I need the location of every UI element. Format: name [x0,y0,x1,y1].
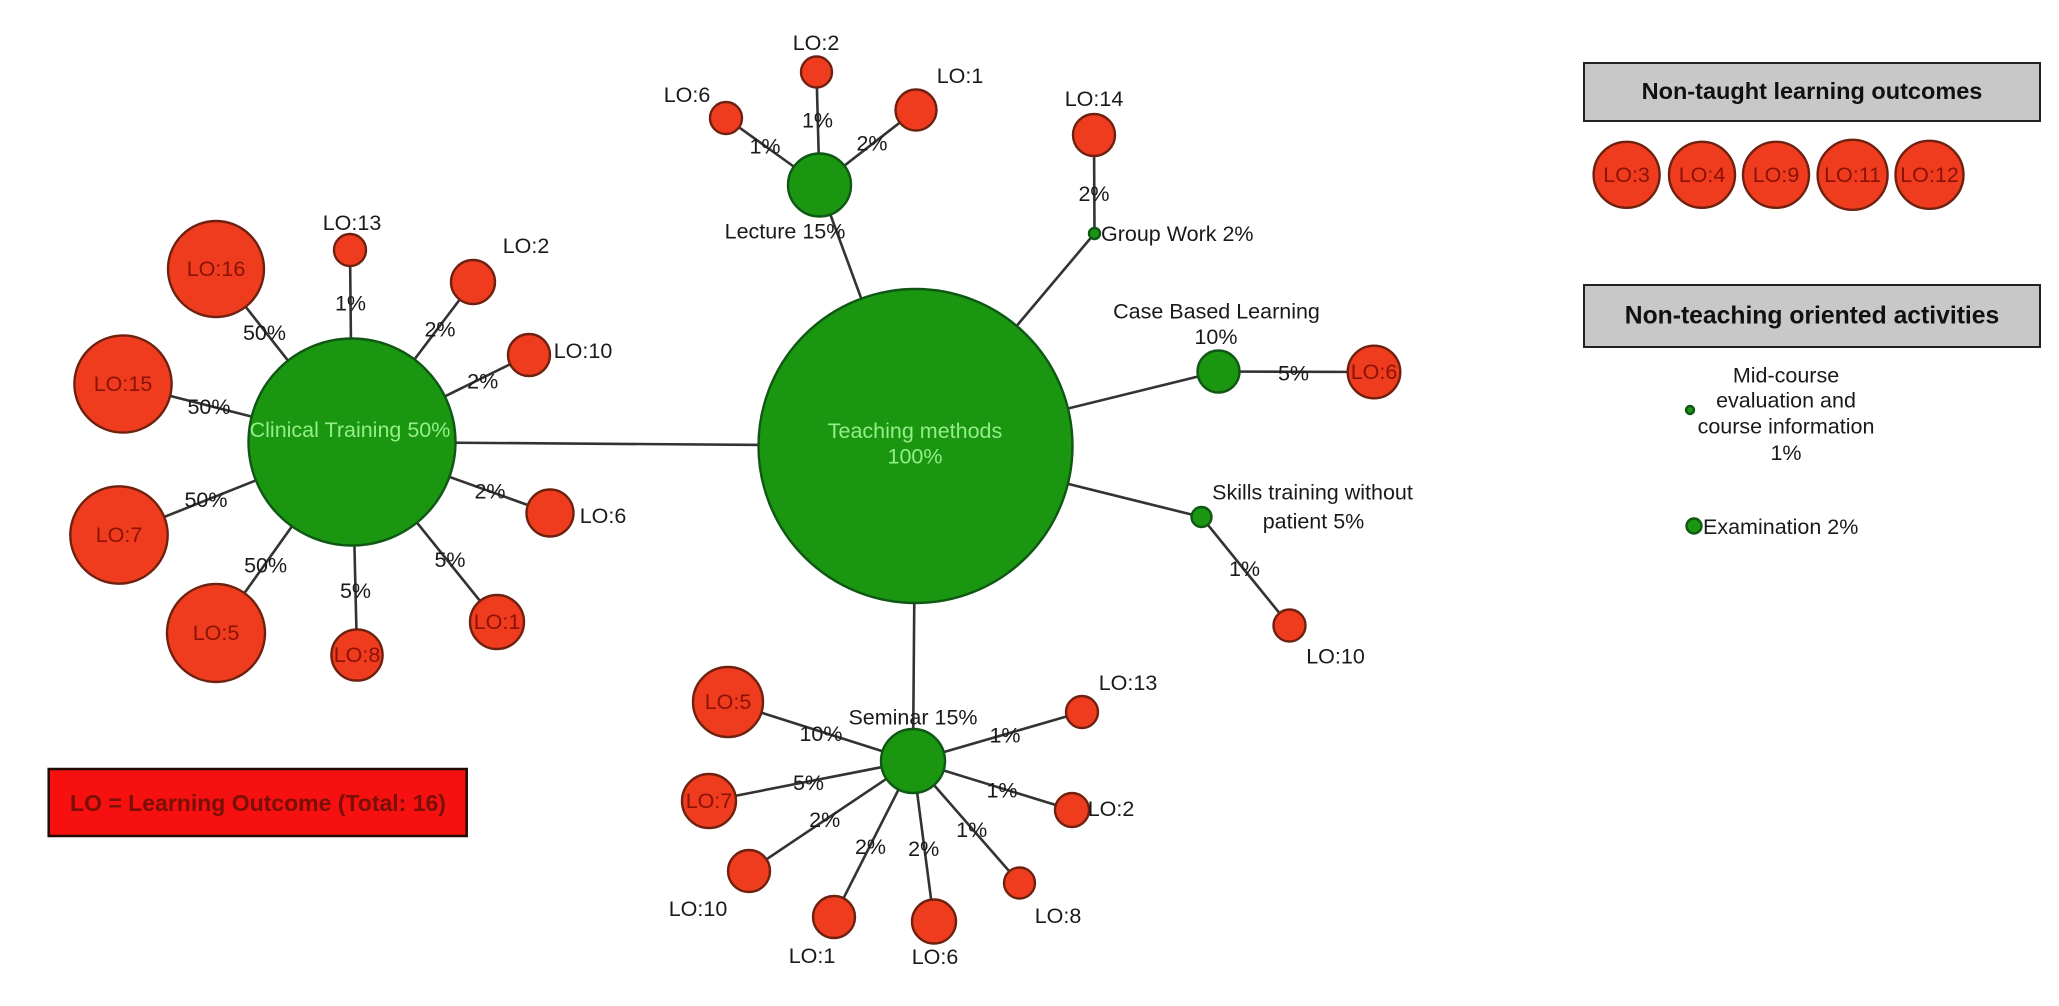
svg-text:1%: 1% [335,292,366,316]
svg-text:2%: 2% [1078,182,1109,206]
svg-text:evaluation and: evaluation and [1716,388,1856,412]
svg-text:2%: 2% [908,837,939,861]
svg-text:5%: 5% [340,579,371,603]
svg-text:Examination 2%: Examination 2% [1703,515,1858,539]
svg-text:5%: 5% [1278,362,1309,386]
svg-text:100%: 100% [888,445,943,469]
svg-text:patient 5%: patient 5% [1263,510,1365,534]
svg-text:LO:7: LO:7 [686,789,733,813]
svg-text:LO:1: LO:1 [474,610,521,634]
svg-text:2%: 2% [474,480,505,504]
svg-text:5%: 5% [793,771,824,795]
svg-text:LO:13: LO:13 [323,211,382,235]
svg-text:10%: 10% [799,722,842,746]
svg-text:LO:14: LO:14 [1065,87,1124,111]
svg-text:Mid-course: Mid-course [1733,364,1839,388]
svg-text:LO:12: LO:12 [1900,163,1959,187]
svg-text:1%: 1% [986,779,1017,803]
svg-text:LO = Learning Outcome (Total:: LO = Learning Outcome (Total: 16) [70,790,446,816]
svg-text:LO:10: LO:10 [669,897,728,921]
svg-text:Lecture 15%: Lecture 15% [725,220,846,244]
svg-text:LO:5: LO:5 [193,621,240,645]
svg-text:LO:13: LO:13 [1099,671,1158,695]
svg-text:LO:6: LO:6 [1351,360,1398,384]
svg-text:Teaching methods: Teaching methods [828,419,1003,443]
svg-text:Non-taught learning outcomes: Non-taught learning outcomes [1642,78,1983,104]
svg-text:LO:6: LO:6 [912,945,959,969]
svg-text:1%: 1% [802,109,833,133]
svg-text:course information: course information [1698,415,1875,439]
svg-text:5%: 5% [434,548,465,572]
svg-text:50%: 50% [187,395,230,419]
svg-text:LO:5: LO:5 [705,690,752,714]
svg-text:50%: 50% [244,554,287,578]
svg-text:LO:7: LO:7 [96,523,143,547]
svg-text:LO:6: LO:6 [664,83,711,107]
svg-text:50%: 50% [184,488,227,512]
svg-text:LO:1: LO:1 [789,944,836,968]
svg-text:Clinical Training 50%: Clinical Training 50% [250,418,451,442]
svg-text:Case Based Learning: Case Based Learning [1113,300,1320,324]
svg-text:2%: 2% [856,132,887,156]
svg-text:1%: 1% [1229,557,1260,581]
svg-text:2%: 2% [424,317,455,341]
svg-text:2%: 2% [855,835,886,859]
svg-text:Non-teaching oriented activiti: Non-teaching oriented activities [1625,303,2000,330]
svg-text:50%: 50% [243,321,286,345]
svg-text:LO:10: LO:10 [554,339,613,363]
svg-text:LO:15: LO:15 [94,372,153,396]
svg-text:1%: 1% [956,818,987,842]
svg-text:2%: 2% [467,369,498,393]
svg-text:Seminar 15%: Seminar 15% [848,706,977,730]
svg-text:LO:8: LO:8 [334,643,381,667]
svg-text:LO:2: LO:2 [793,31,840,55]
svg-text:1%: 1% [749,135,780,159]
svg-text:LO:1: LO:1 [937,64,984,88]
svg-text:LO:16: LO:16 [187,257,246,281]
svg-text:LO:4: LO:4 [1679,163,1726,187]
svg-text:LO:9: LO:9 [1753,163,1800,187]
svg-text:LO:10: LO:10 [1306,645,1365,669]
svg-text:LO:8: LO:8 [1035,904,1082,928]
svg-text:LO:3: LO:3 [1603,163,1650,187]
svg-text:2%: 2% [809,808,840,832]
svg-text:1%: 1% [989,724,1020,748]
svg-text:LO:2: LO:2 [503,234,550,258]
svg-text:Group Work 2%: Group Work 2% [1101,222,1254,246]
svg-text:1%: 1% [1770,441,1801,465]
svg-text:LO:11: LO:11 [1824,163,1881,187]
svg-text:LO:6: LO:6 [580,504,627,528]
svg-text:LO:2: LO:2 [1088,797,1135,821]
svg-text:Skills training without: Skills training without [1212,481,1413,505]
svg-text:10%: 10% [1194,325,1237,349]
